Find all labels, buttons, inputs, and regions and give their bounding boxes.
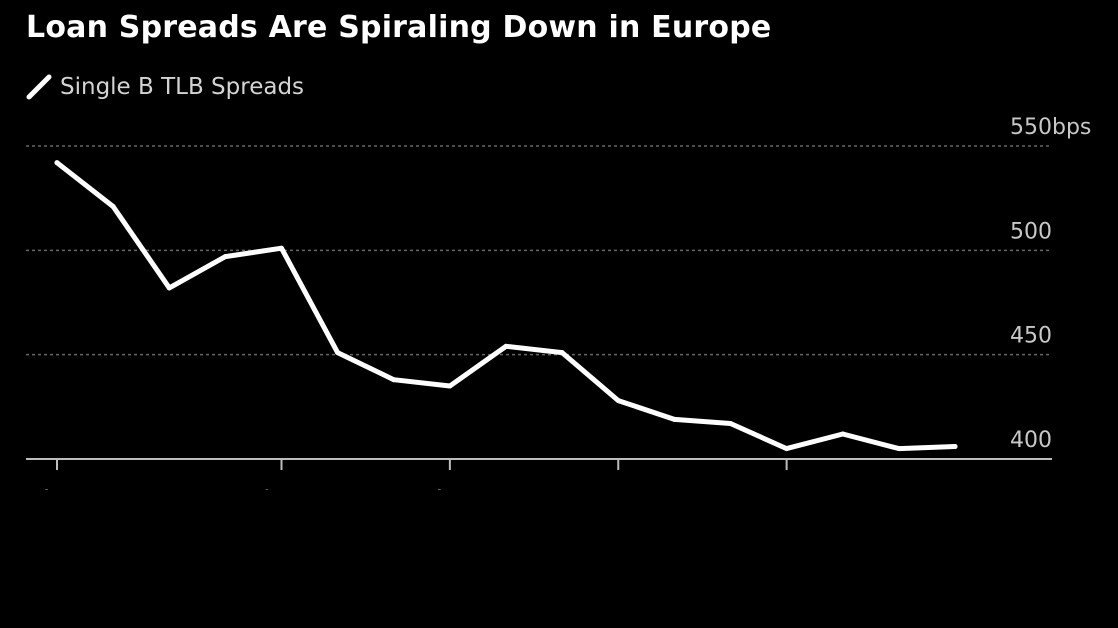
line-swatch-icon [26, 74, 52, 100]
data-point [166, 285, 172, 291]
data-point [54, 160, 60, 166]
chart-title: Loan Spreads Are Spiraling Down in Europ… [26, 10, 772, 45]
data-point [222, 254, 228, 260]
data-point [279, 245, 284, 251]
data-point [615, 398, 621, 404]
data-point [447, 383, 453, 389]
data-point [671, 416, 677, 422]
x-tick-label: A [432, 487, 447, 512]
data-point [503, 343, 509, 349]
data-point [391, 377, 397, 383]
data-point [110, 204, 116, 210]
legend-label: Single B TLB Spreads [60, 74, 305, 100]
y-tick-label: 450 [1010, 324, 1052, 349]
series-line-single-b-tlb-spreads [54, 160, 958, 452]
x-tick-label: A [39, 487, 54, 512]
data-point [728, 421, 733, 427]
x-tick-label: J [262, 487, 271, 512]
data-point [840, 431, 846, 437]
data-point [335, 350, 341, 356]
y-tick-label: 500 [1010, 219, 1052, 244]
data-point [896, 446, 902, 452]
y-tick-label: 550bps [1010, 115, 1091, 140]
y-tick-label: 400 [1010, 428, 1052, 453]
data-point [952, 443, 958, 449]
data-point [784, 446, 790, 452]
legend: Single B TLB Spreads [26, 72, 304, 102]
data-point [559, 350, 565, 356]
